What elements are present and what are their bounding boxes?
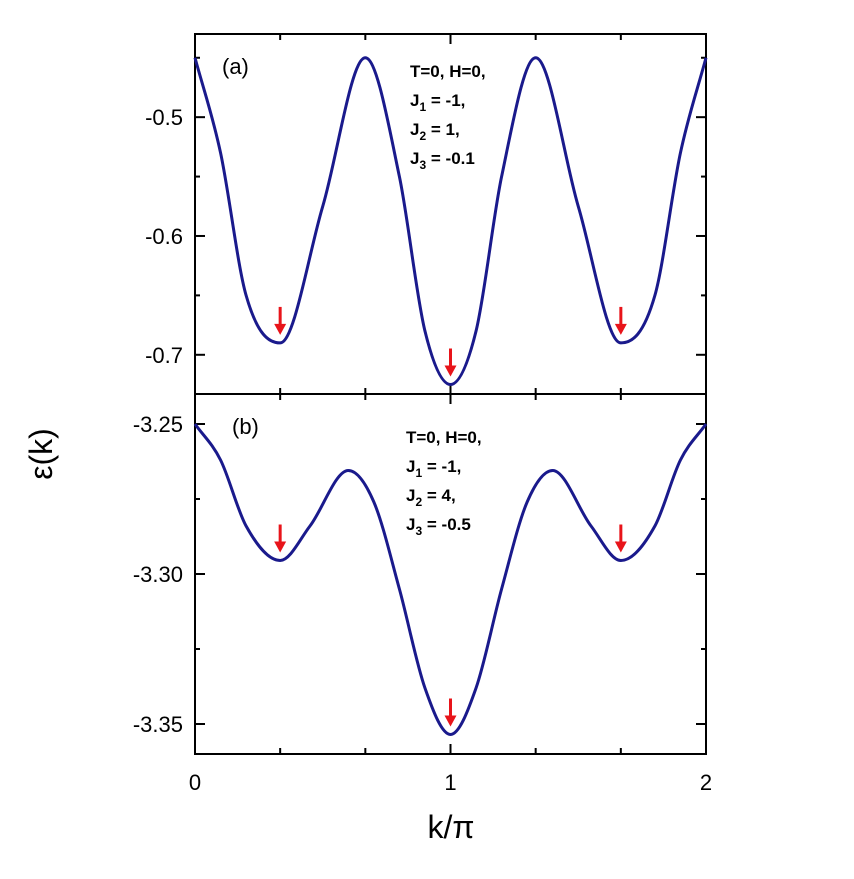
annotation-line: J3 = -0.5 [406,515,471,538]
annotation-text: = -0.5 [422,515,471,534]
annotation-text: = 1, [426,120,460,139]
annotation-text: J [410,120,419,139]
minimum-arrow [444,698,457,727]
annotation-subscript: 2 [415,495,422,509]
annotation-text: T=0, H=0, [406,428,482,447]
minimum-arrow [274,306,287,335]
annotation-text: J [406,515,415,534]
annotation-text: J [406,486,415,505]
panel-label: (b) [232,414,259,439]
annotation-subscript: 1 [415,466,422,480]
minimum-arrow [444,348,457,377]
annotation-text: = -1, [426,91,465,110]
arrow-head [614,541,627,553]
annotation-line: J2 = 4, [406,486,456,509]
y-tick-label: -3.30 [133,562,183,587]
y-tick-label: -0.5 [145,105,183,130]
x-axis-title: k/π [428,809,475,845]
panel-label: (a) [222,54,249,79]
annotation-text: J [406,457,415,476]
annotation-subscript: 3 [419,158,426,172]
y-tick-label: -0.6 [145,224,183,249]
minimum-arrow [614,524,627,553]
annotation-line: T=0, H=0, [410,62,486,81]
dispersion-curve-b [193,423,708,737]
annotation-line: T=0, H=0, [406,428,482,447]
arrow-head [444,715,457,727]
y-tick-label: -3.35 [133,712,183,737]
annotation-text: = -1, [422,457,461,476]
x-tick-label: 1 [444,770,456,795]
annotation-line: J1 = -1, [406,457,461,480]
arrow-head [274,323,287,335]
dispersion-curve-a [193,56,708,387]
x-axis: 0 1 2 [189,770,712,795]
y-axis-title: ε(k) [23,428,59,480]
annotation-line: J1 = -1, [410,91,465,114]
panel-b: -3.25-3.30-3.35(b) T=0, H=0,J1 = -1,J2 = … [133,393,708,755]
y-tick-label: -3.25 [133,412,183,437]
annotation-text: = -0.1 [426,149,475,168]
y-tick-label: -0.7 [145,343,183,368]
annotation-text: J [410,91,419,110]
annotation-subscript: 3 [415,524,422,538]
minimum-arrow [614,306,627,335]
annotation-text: J [410,149,419,168]
arrow-head [444,365,457,377]
x-tick-label: 0 [189,770,201,795]
annotation-subscript: 2 [419,129,426,143]
annotation-text: = 4, [422,486,456,505]
arrow-head [274,541,287,553]
minimum-arrow [274,524,287,553]
annotation-line: J2 = 1, [410,120,460,143]
annotation-subscript: 1 [419,100,426,114]
panel-a: -0.5-0.6-0.7(a) T=0, H=0,J1 = -1,J2 = 1,J… [145,33,708,395]
x-tick-label: 2 [700,770,712,795]
annotation-line: J3 = -0.1 [410,149,475,172]
arrow-head [614,323,627,335]
annotation-text: T=0, H=0, [410,62,486,81]
